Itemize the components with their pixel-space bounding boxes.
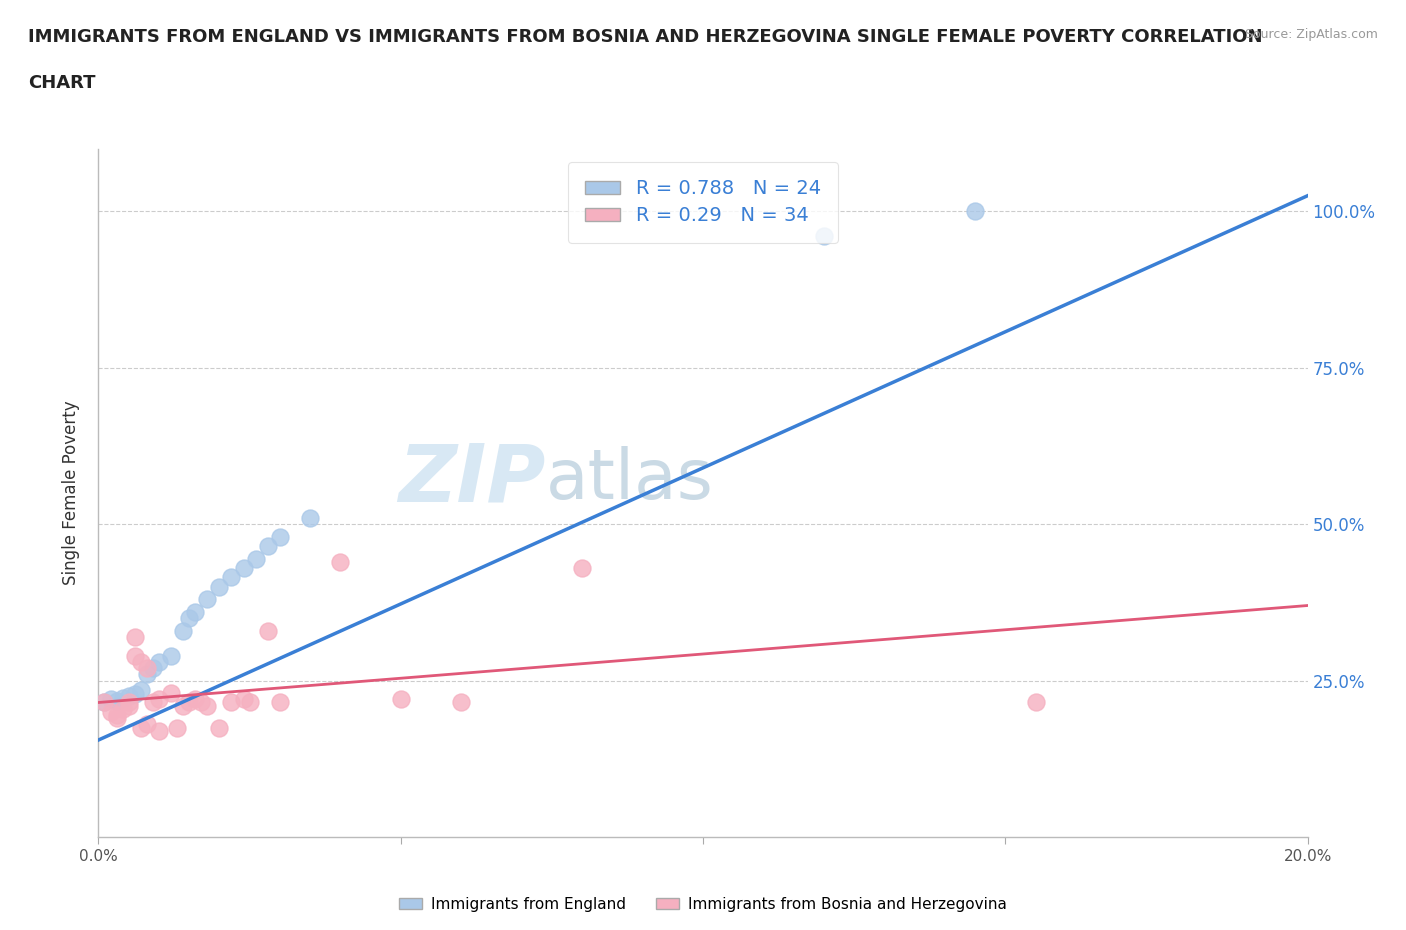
Legend: Immigrants from England, Immigrants from Bosnia and Herzegovina: Immigrants from England, Immigrants from… — [392, 891, 1014, 918]
Point — [111, 701, 134, 716]
Point — [184, 692, 207, 707]
Point — [142, 695, 165, 710]
Point — [124, 687, 146, 702]
Point — [93, 695, 115, 710]
Point — [256, 623, 278, 638]
Point — [148, 692, 170, 707]
Point — [221, 695, 243, 710]
Point — [389, 692, 412, 707]
Point — [1024, 695, 1046, 710]
Point — [118, 695, 141, 710]
Point — [166, 720, 188, 735]
Point — [111, 691, 134, 706]
Point — [571, 561, 593, 576]
Point — [129, 683, 152, 698]
Point — [105, 693, 128, 708]
Text: ZIP: ZIP — [398, 440, 546, 518]
Point — [269, 529, 291, 544]
Point — [160, 648, 183, 663]
Point — [93, 695, 115, 710]
Point — [129, 655, 152, 670]
Point — [100, 692, 122, 707]
Point — [179, 611, 201, 626]
Point — [208, 720, 231, 735]
Text: IMMIGRANTS FROM ENGLAND VS IMMIGRANTS FROM BOSNIA AND HERZEGOVINA SINGLE FEMALE : IMMIGRANTS FROM ENGLAND VS IMMIGRANTS FR… — [28, 28, 1263, 46]
Point — [129, 720, 152, 735]
Point — [221, 570, 243, 585]
Text: CHART: CHART — [28, 74, 96, 92]
Point — [329, 554, 352, 569]
Text: atlas: atlas — [546, 445, 714, 512]
Point — [208, 579, 231, 594]
Point — [232, 692, 254, 707]
Point — [450, 695, 472, 710]
Point — [105, 711, 128, 725]
Point — [172, 623, 194, 638]
Legend: R = 0.788   N = 24, R = 0.29   N = 34: R = 0.788 N = 24, R = 0.29 N = 34 — [568, 162, 838, 243]
Point — [105, 708, 128, 723]
Point — [124, 648, 146, 663]
Point — [135, 717, 157, 732]
Point — [142, 660, 165, 675]
Point — [160, 685, 183, 700]
Point — [118, 689, 141, 704]
Point — [256, 538, 278, 553]
Point — [245, 551, 267, 566]
Point — [135, 667, 157, 682]
Point — [195, 698, 218, 713]
Point — [299, 511, 322, 525]
Point — [965, 204, 987, 219]
Point — [118, 698, 141, 713]
Point — [172, 698, 194, 713]
Y-axis label: Single Female Poverty: Single Female Poverty — [62, 401, 80, 585]
Text: Source: ZipAtlas.com: Source: ZipAtlas.com — [1244, 28, 1378, 41]
Point — [269, 695, 291, 710]
Point — [190, 695, 212, 710]
Point — [148, 724, 170, 738]
Point — [100, 704, 122, 719]
Point — [184, 604, 207, 619]
Point — [232, 561, 254, 576]
Point — [179, 695, 201, 710]
Point — [124, 630, 146, 644]
Point — [195, 591, 218, 606]
Point — [239, 695, 262, 710]
Point — [813, 229, 835, 244]
Point — [135, 660, 157, 675]
Point — [148, 655, 170, 670]
